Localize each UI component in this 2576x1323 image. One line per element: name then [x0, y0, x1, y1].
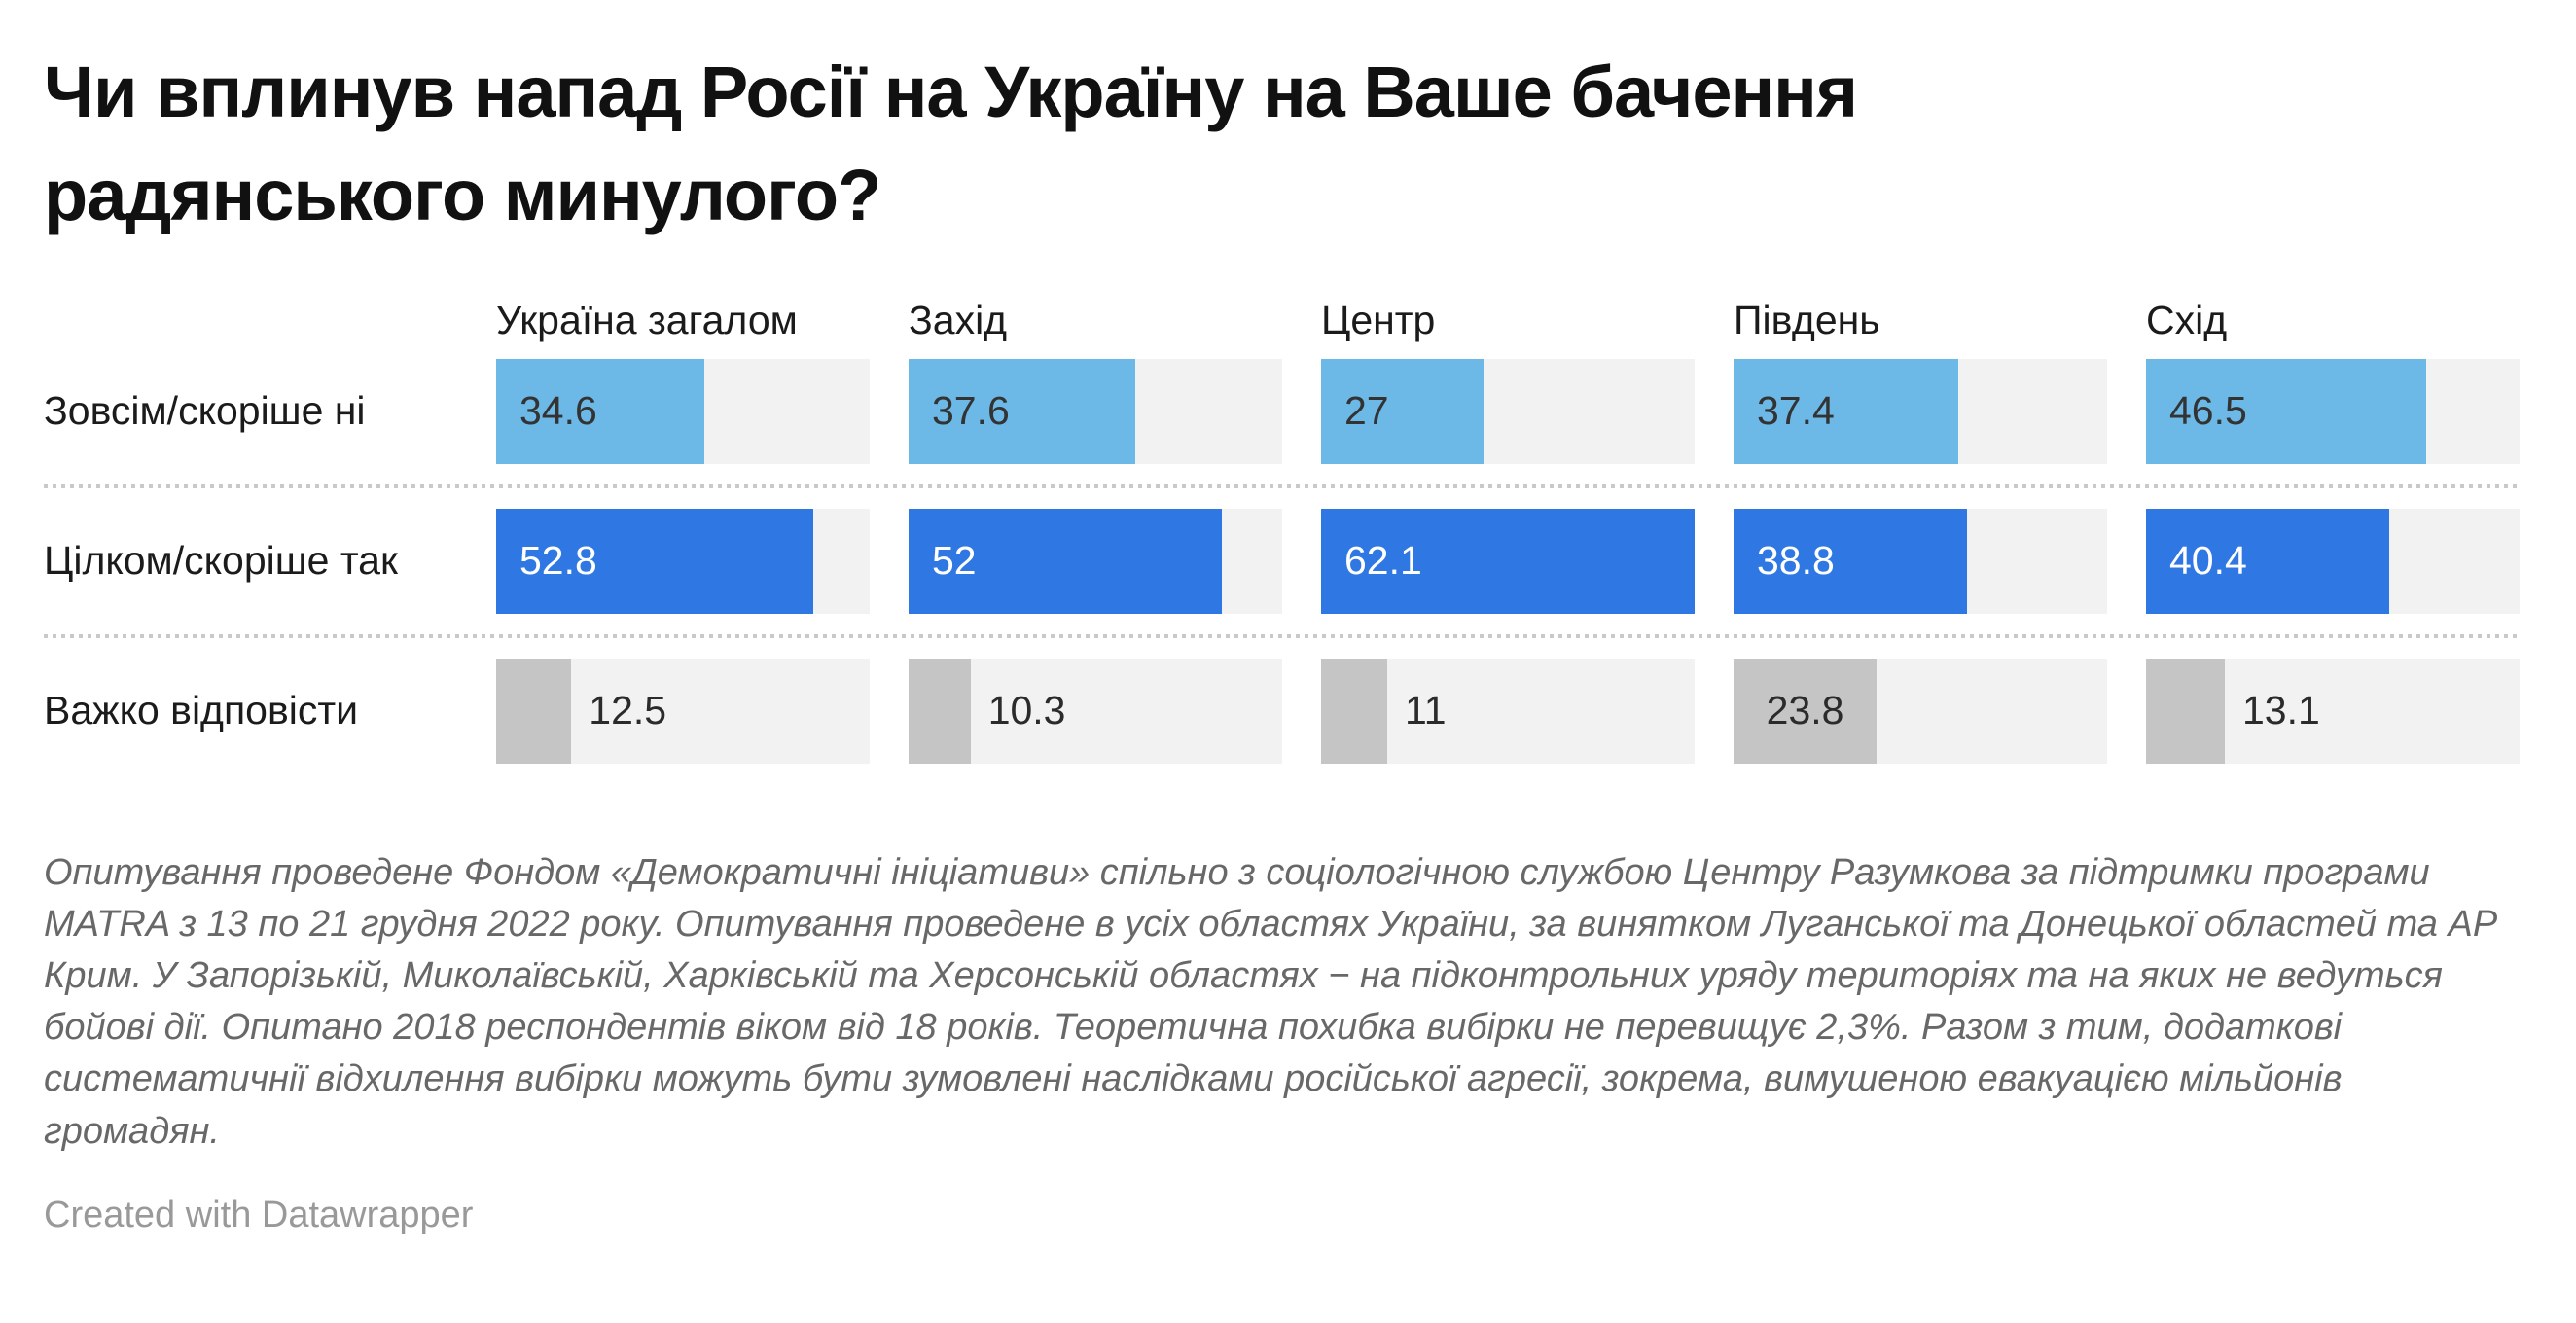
- header-spacer: [44, 298, 457, 343]
- chart-title: Чи вплинув напад Росії на Україну на Ваш…: [44, 52, 1858, 235]
- bar-value-label: 11: [1405, 688, 1447, 733]
- bar: 27: [1321, 358, 1484, 464]
- bar-track: 37.4: [1734, 358, 2107, 464]
- bar-track: 52.8: [496, 508, 870, 614]
- bar: 52: [909, 508, 1222, 614]
- bar-track: 10.3: [909, 658, 1282, 764]
- column-header-center: Центр: [1321, 297, 1436, 342]
- bar-track: 46.5: [2146, 358, 2520, 464]
- bar-value-label: 34.6: [519, 388, 597, 434]
- row-label: Зовсім/скоріше ні: [44, 388, 366, 434]
- bar-value-label: 38.8: [1757, 538, 1835, 584]
- bar-value-label: 52.8: [519, 538, 597, 584]
- column-header-west: Захід: [909, 297, 1008, 342]
- bar-track: 27: [1321, 358, 1695, 464]
- bar-table-chart: Україна загалом Захід Центр Південь Схід…: [44, 298, 2520, 764]
- bar-value-label: 13.1: [2242, 688, 2320, 733]
- dotted-separator: [44, 633, 2520, 638]
- bar: 37.4: [1734, 358, 1959, 464]
- bar-value-label: 10.3: [987, 688, 1066, 733]
- bar-value-label: 37.6: [932, 388, 1010, 434]
- bar: 62.1: [1321, 508, 1695, 614]
- bar-value-label: 40.4: [2169, 538, 2247, 584]
- bar-value-label: 46.5: [2169, 388, 2247, 434]
- bar-track: 11: [1321, 658, 1695, 764]
- bar-track: 13.1: [2146, 658, 2520, 764]
- bar-track: 23.8: [1734, 658, 2107, 764]
- bar: [909, 658, 971, 764]
- bar: [1734, 658, 1878, 764]
- bar: 34.6: [496, 358, 704, 464]
- bar: [1321, 658, 1388, 764]
- bar-value-label: 37.4: [1757, 388, 1835, 434]
- dotted-separator: [44, 483, 2520, 488]
- column-header-south: Південь: [1734, 297, 1880, 342]
- row-rather-yes: Цілком/скоріше так 52.8 52 62.1 38.8 40.4: [44, 508, 2520, 614]
- bar: 38.8: [1734, 508, 1967, 614]
- bar-value-label: 23.8: [1766, 688, 1844, 733]
- row-label: Цілком/скоріше так: [44, 538, 398, 584]
- column-header-east: Схід: [2146, 297, 2228, 342]
- bar-value-label: 62.1: [1344, 538, 1422, 584]
- bar-track: 62.1: [1321, 508, 1695, 614]
- row-label: Важко відповісти: [44, 688, 359, 733]
- bar-track: 37.6: [909, 358, 1282, 464]
- bar: 52.8: [496, 508, 814, 614]
- bar-value-label: 12.5: [589, 688, 667, 733]
- bar: [496, 658, 572, 764]
- column-header-ukraine: Україна загалом: [496, 297, 798, 342]
- row-rather-no: Зовсім/скоріше ні 34.6 37.6 27 37.4 46.5: [44, 358, 2520, 464]
- bar-value-label: 27: [1344, 388, 1389, 434]
- bar: 37.6: [909, 358, 1135, 464]
- bar-value-label: 52: [932, 538, 977, 584]
- row-hard-to-answer: Важко відповісти 12.5 10.3 11 23.8 13.1: [44, 658, 2520, 764]
- datawrapper-credit: Created with Datawrapper: [44, 1194, 474, 1235]
- bar-track: 34.6: [496, 358, 870, 464]
- bar-track: 12.5: [496, 658, 870, 764]
- column-header-row: Україна загалом Захід Центр Південь Схід: [44, 298, 2520, 343]
- bar-track: 52: [909, 508, 1282, 614]
- bar: [2146, 658, 2225, 764]
- footnote-text: Опитування проведене Фондом «Демократичн…: [44, 851, 2498, 1152]
- bar: 46.5: [2146, 358, 2426, 464]
- bar: 40.4: [2146, 508, 2389, 614]
- bar-track: 40.4: [2146, 508, 2520, 614]
- bar-track: 38.8: [1734, 508, 2107, 614]
